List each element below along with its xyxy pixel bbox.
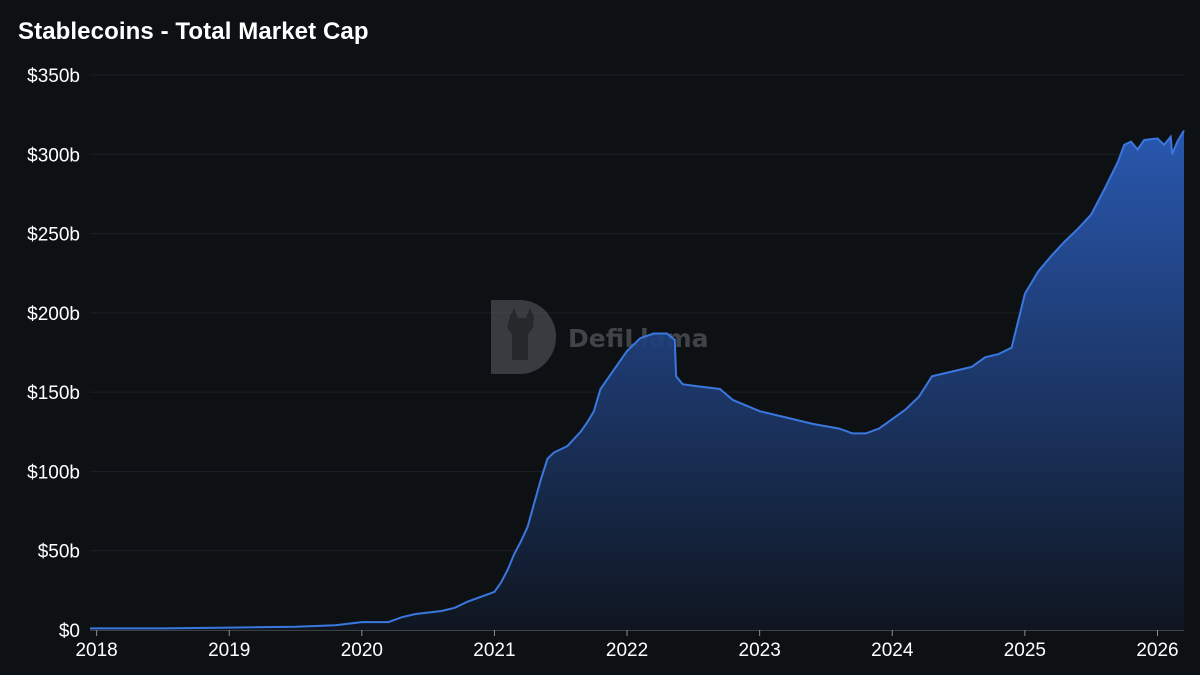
- x-tick-label: 2023: [739, 640, 781, 661]
- series-area: [90, 130, 1184, 630]
- llama-icon: [507, 308, 534, 360]
- x-tick-label: 2018: [75, 640, 117, 661]
- chart-title: Stablecoins - Total Market Cap: [18, 18, 369, 45]
- x-tick-label: 2019: [208, 640, 250, 661]
- y-tick-label: $250b: [27, 225, 80, 246]
- y-tick-label: $350b: [27, 66, 80, 87]
- y-tick-label: $300b: [27, 145, 80, 166]
- series-line: [90, 129, 1185, 630]
- x-tick-label: 2024: [871, 640, 914, 661]
- y-tick-label: $100b: [27, 462, 80, 483]
- y-tick-label: $150b: [27, 383, 80, 404]
- x-tick-label: 2026: [1136, 640, 1178, 661]
- x-tick-label: 2025: [1004, 640, 1046, 661]
- x-tick-label: 2021: [473, 640, 515, 661]
- axis-labels: $0 $50b $100b $150b $200b $250b $300b $350b 2018…: [27, 66, 1178, 661]
- x-tick-label: 2020: [341, 640, 383, 661]
- y-tick-label: $50b: [38, 542, 80, 563]
- x-tick-label: 2022: [606, 640, 648, 661]
- y-tick-label: $0: [59, 621, 80, 642]
- y-tick-label: $200b: [27, 304, 80, 325]
